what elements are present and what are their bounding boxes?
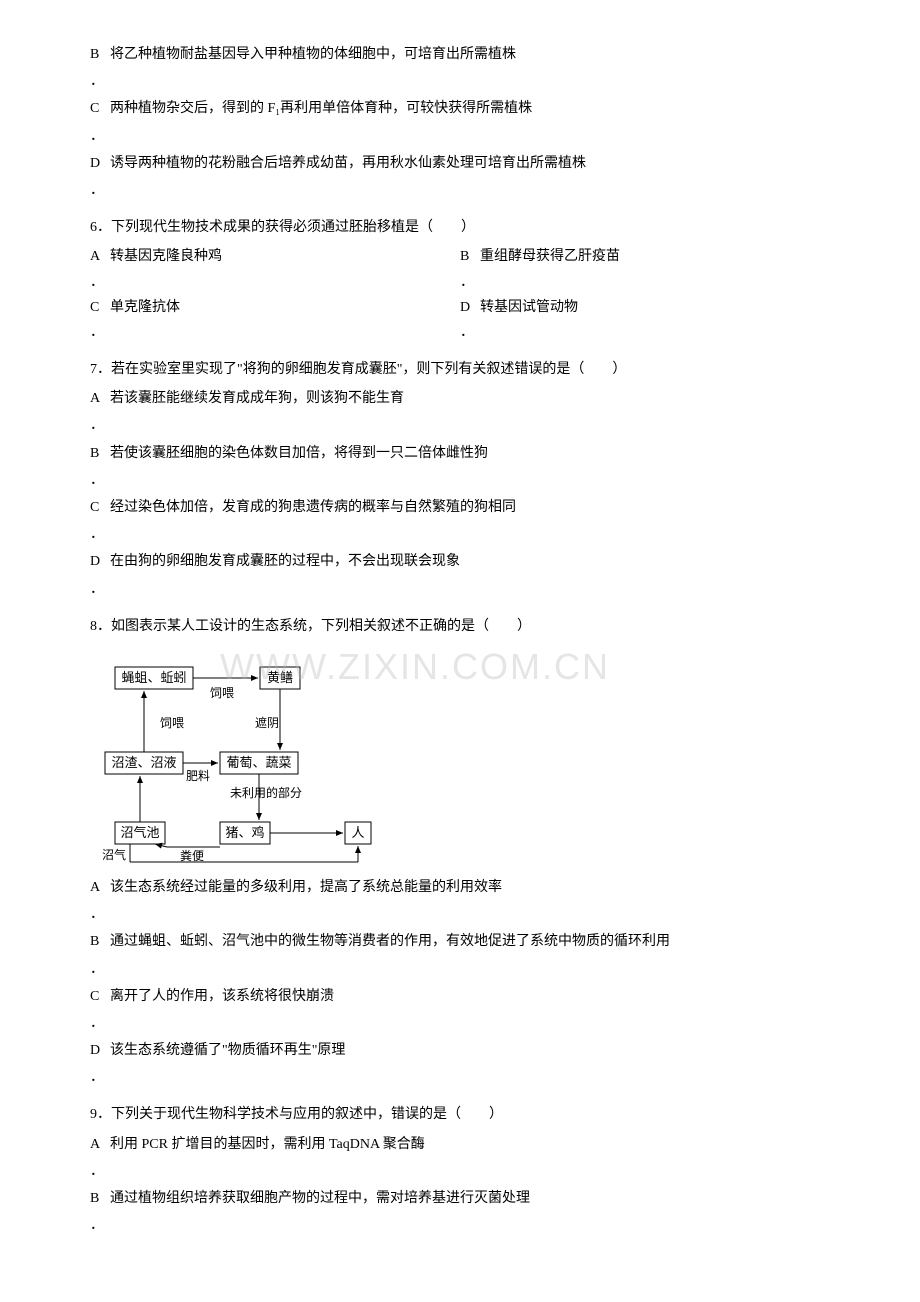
option-text: 若使该囊胚细胞的染色体数目加倍，将得到一只二倍体雌性狗 <box>110 441 830 466</box>
q7-prompt: 7．若在实验室里实现了"将狗的卵细胞发育成囊胚"，则下列有关叙述错误的是（ ） <box>90 357 830 382</box>
option-dot: ． <box>90 413 110 438</box>
q8-option-c: C 离开了人的作用，该系统将很快崩溃 <box>90 984 830 1009</box>
q6-prompt: 6．下列现代生物技术成果的获得必须通过胚胎移植是（ ） <box>90 215 830 240</box>
svg-text:沼气池: 沼气池 <box>120 825 159 840</box>
option-text: 重组酵母获得乙肝疫苗 <box>480 244 830 269</box>
option-text: 两种植物杂交后，得到的 F₁再利用单倍体育种，可较快获得所需植株 <box>110 96 830 121</box>
option-text: 将乙种植物耐盐基因导入甲种植物的体细胞中，可培育出所需植株 <box>110 42 830 67</box>
svg-text:沼渣、沼液: 沼渣、沼液 <box>111 755 176 770</box>
q5-option-c: C 两种植物杂交后，得到的 F₁再利用单倍体育种，可较快获得所需植株 <box>90 96 830 121</box>
option-label: B <box>90 42 110 67</box>
option-dot: ． <box>90 124 110 149</box>
option-text: 单克隆抗体 <box>110 295 460 320</box>
option-text: 该生态系统经过能量的多级利用，提高了系统总能量的利用效率 <box>110 875 830 900</box>
q8-prompt: 8．如图表示某人工设计的生态系统，下列相关叙述不正确的是（ ） <box>90 614 830 639</box>
q8-option-a: A 该生态系统经过能量的多级利用，提高了系统总能量的利用效率 <box>90 875 830 900</box>
svg-text:肥料: 肥料 <box>186 769 210 783</box>
svg-text:饲喂: 饲喂 <box>210 686 234 700</box>
option-label: B <box>460 244 480 269</box>
option-label: C <box>90 495 110 520</box>
option-label: B <box>90 441 110 466</box>
option-label: A <box>90 244 110 269</box>
option-dot: ． <box>90 178 110 203</box>
option-dot: ． <box>90 1213 110 1238</box>
option-label: D <box>90 151 110 176</box>
q9-option-b: B 通过植物组织培养获取细胞产物的过程中，需对培养基进行灭菌处理 <box>90 1186 830 1211</box>
option-text: 在由狗的卵细胞发育成囊胚的过程中，不会出现联会现象 <box>110 549 830 574</box>
q8-diagram-wrapper: WWW.ZIXIN.COM.CN 蝇蛆、蚯蚓 黄鳝 沼渣、沼液 葡萄、蔬菜 沼气… <box>90 647 830 867</box>
option-label: B <box>90 1186 110 1211</box>
option-dot: ． <box>90 577 110 602</box>
q5-option-b-dot: ． <box>90 69 830 94</box>
q5-option-b: B 将乙种植物耐盐基因导入甲种植物的体细胞中，可培育出所需植株 <box>90 42 830 67</box>
option-label: B <box>90 929 110 954</box>
option-label: D <box>90 1038 110 1063</box>
option-dot: ． <box>90 957 110 982</box>
svg-text:猪、鸡: 猪、鸡 <box>225 825 264 840</box>
option-dot: ． <box>90 468 110 493</box>
q7-option-d: D 在由狗的卵细胞发育成囊胚的过程中，不会出现联会现象 <box>90 549 830 574</box>
svg-text:沼气: 沼气 <box>102 847 126 862</box>
q9-option-a: A 利用 PCR 扩增目的基因时，需利用 TaqDNA 聚合酶 <box>90 1132 830 1157</box>
q9-prompt: 9．下列关于现代生物科学技术与应用的叙述中，错误的是（ ） <box>90 1102 830 1127</box>
option-text: 通过植物组织培养获取细胞产物的过程中，需对培养基进行灭菌处理 <box>110 1186 830 1211</box>
option-label: C <box>90 984 110 1009</box>
q6-row2-dot: ． ． <box>90 320 830 345</box>
svg-text:粪便: 粪便 <box>180 849 204 863</box>
flowchart-svg: 蝇蛆、蚯蚓 黄鳝 沼渣、沼液 葡萄、蔬菜 沼气池 猪、鸡 人 饲喂 饲喂 遮阴 <box>100 647 390 867</box>
q8-option-b: B 通过蝇蛆、蚯蚓、沼气池中的微生物等消费者的作用，有效地促进了系统中物质的循环… <box>90 929 830 954</box>
svg-text:葡萄、蔬菜: 葡萄、蔬菜 <box>226 755 291 770</box>
option-dot: ． <box>90 1011 110 1036</box>
svg-text:黄鳝: 黄鳝 <box>267 670 293 685</box>
option-label: A <box>90 1132 110 1157</box>
q6-row2: C 单克隆抗体 D 转基因试管动物 <box>90 295 830 320</box>
option-text: 若该囊胚能继续发育成成年狗，则该狗不能生育 <box>110 386 830 411</box>
q6-row1-dot: ． ． <box>90 270 830 295</box>
svg-text:蝇蛆、蚯蚓: 蝇蛆、蚯蚓 <box>121 670 186 685</box>
q5-option-d-dot: ． <box>90 178 830 203</box>
option-dot: ． <box>90 902 110 927</box>
q8-option-d: D 该生态系统遵循了"物质循环再生"原理 <box>90 1038 830 1063</box>
q7-option-a: A 若该囊胚能继续发育成成年狗，则该狗不能生育 <box>90 386 830 411</box>
option-dot: ． <box>460 270 480 295</box>
option-label: A <box>90 386 110 411</box>
option-dot: ． <box>460 320 480 345</box>
q6-row1: A 转基因克隆良种鸡 B 重组酵母获得乙肝疫苗 <box>90 244 830 269</box>
option-text: 通过蝇蛆、蚯蚓、沼气池中的微生物等消费者的作用，有效地促进了系统中物质的循环利用 <box>110 929 830 954</box>
option-dot: ． <box>90 522 110 547</box>
option-text: 转基因试管动物 <box>480 295 830 320</box>
option-dot: ． <box>90 270 110 295</box>
svg-text:人: 人 <box>351 825 364 840</box>
option-label: A <box>90 875 110 900</box>
option-text: 经过染色体加倍，发育成的狗患遗传病的概率与自然繁殖的狗相同 <box>110 495 830 520</box>
option-text: 利用 PCR 扩增目的基因时，需利用 TaqDNA 聚合酶 <box>110 1132 830 1157</box>
q7-option-b: B 若使该囊胚细胞的染色体数目加倍，将得到一只二倍体雌性狗 <box>90 441 830 466</box>
q7-option-c: C 经过染色体加倍，发育成的狗患遗传病的概率与自然繁殖的狗相同 <box>90 495 830 520</box>
svg-text:遮阴: 遮阴 <box>255 715 279 730</box>
option-dot: ． <box>90 1065 110 1090</box>
option-label: C <box>90 96 110 121</box>
option-dot: ． <box>90 1159 110 1184</box>
option-dot: ． <box>90 320 110 345</box>
svg-text:饲喂: 饲喂 <box>160 716 184 730</box>
q5-option-d: D 诱导两种植物的花粉融合后培养成幼苗，再用秋水仙素处理可培育出所需植株 <box>90 151 830 176</box>
option-text: 转基因克隆良种鸡 <box>110 244 460 269</box>
option-label: D <box>90 549 110 574</box>
option-label: D <box>460 295 480 320</box>
option-text: 离开了人的作用，该系统将很快崩溃 <box>110 984 830 1009</box>
option-text: 诱导两种植物的花粉融合后培养成幼苗，再用秋水仙素处理可培育出所需植株 <box>110 151 830 176</box>
option-text: 该生态系统遵循了"物质循环再生"原理 <box>110 1038 830 1063</box>
svg-text:未利用的部分: 未利用的部分 <box>230 785 302 800</box>
q8-diagram: 蝇蛆、蚯蚓 黄鳝 沼渣、沼液 葡萄、蔬菜 沼气池 猪、鸡 人 饲喂 饲喂 遮阴 <box>100 647 830 867</box>
option-dot: ． <box>90 69 110 94</box>
q5-option-c-dot: ． <box>90 124 830 149</box>
option-label: C <box>90 295 110 320</box>
